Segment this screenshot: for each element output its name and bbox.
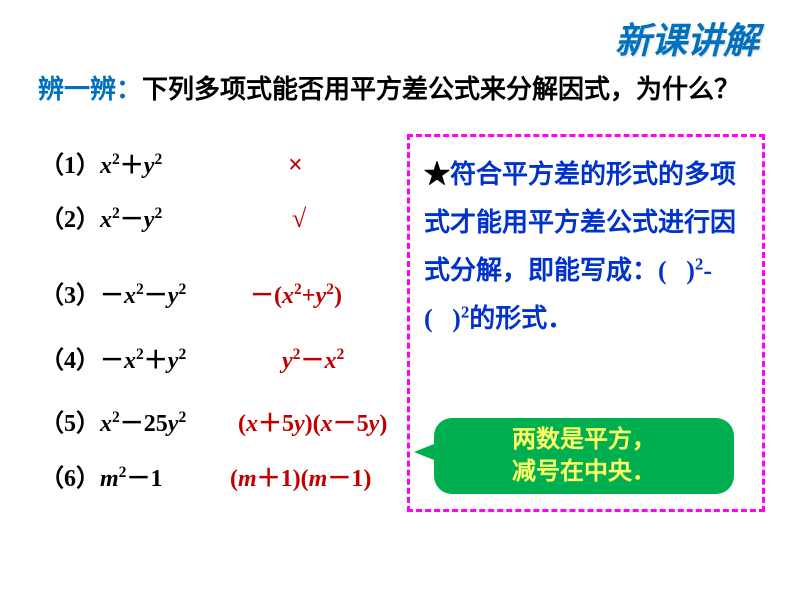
item-number: （3） bbox=[40, 275, 100, 310]
tip-bubble: 两数是平方， 减号在中央． bbox=[434, 418, 734, 494]
item-expression: －x2－y2 bbox=[100, 275, 230, 310]
item-expression: x2－y2 bbox=[100, 199, 230, 234]
item-answer: (m＋1)(m－1) bbox=[230, 458, 371, 493]
tip-line1: 两数是平方， bbox=[512, 424, 656, 456]
item-answer: －(x2+y2) bbox=[250, 275, 342, 310]
item-answer: (x＋5y)(x－5y) bbox=[238, 403, 387, 438]
item-expression: －x2＋y2 bbox=[100, 340, 230, 375]
item-answer: √ bbox=[292, 204, 306, 234]
item-answer: y2－x2 bbox=[282, 340, 344, 375]
item-number: （5） bbox=[40, 403, 100, 438]
item-number: （1） bbox=[40, 145, 100, 180]
tip-line2: 减号在中央． bbox=[512, 456, 656, 488]
item-expression: x2＋y2 bbox=[100, 145, 230, 180]
item-row: （4）－x2＋y2 y2－x2 bbox=[40, 340, 440, 375]
item-row: （2）x2－y2 √ bbox=[40, 199, 440, 234]
item-row: （3）－x2－y2 －(x2+y2) bbox=[40, 275, 440, 310]
item-row: （5）x2－25y2(x＋5y)(x－5y) bbox=[40, 403, 440, 438]
prompt-text: 下列多项式能否用平方差公式来分解因式，为什么？ bbox=[142, 75, 740, 104]
item-expression: x2－25y2 bbox=[100, 403, 230, 438]
item-number: （6） bbox=[40, 458, 100, 493]
section-title: 新课讲解 bbox=[615, 12, 759, 64]
item-row: （6）m2－1(m＋1)(m－1) bbox=[40, 458, 440, 493]
prompt-label: 辨一辨： bbox=[38, 75, 142, 104]
item-number: （4） bbox=[40, 340, 100, 375]
item-row: （1）x2＋y2 × bbox=[40, 145, 440, 180]
item-number: （2） bbox=[40, 199, 100, 234]
item-answer: × bbox=[288, 150, 303, 180]
prompt: 辨一辨：下列多项式能否用平方差公式来分解因式，为什么？ bbox=[38, 72, 778, 108]
item-expression: m2－1 bbox=[100, 458, 230, 493]
